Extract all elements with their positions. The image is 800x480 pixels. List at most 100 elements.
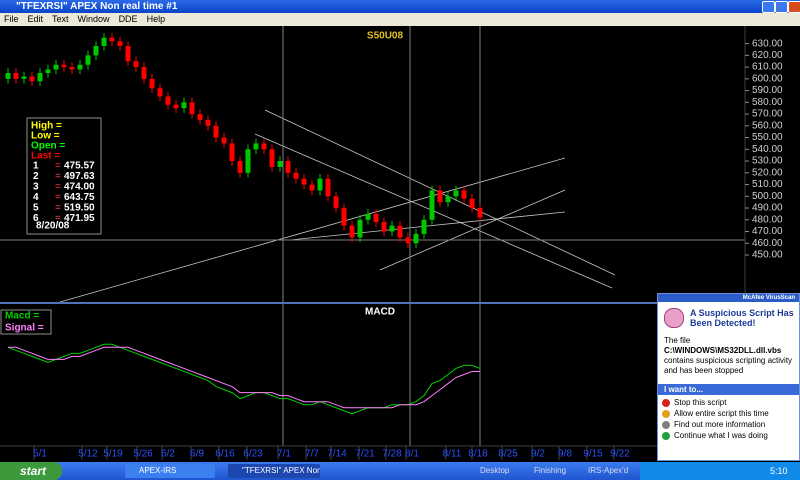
candle-body [117, 41, 123, 46]
level-equals: = [55, 203, 61, 214]
candle-body [205, 119, 211, 126]
crosshair [0, 26, 745, 446]
macd-legend [0, 309, 52, 335]
popup-title: A Suspicious Script Has Been Detected! [690, 308, 794, 328]
option-row[interactable]: Allow entire script this time [662, 408, 795, 419]
candle-body [429, 190, 435, 220]
level-equals: = [55, 161, 61, 172]
info-field: Open = [31, 141, 65, 152]
y-tick-label: 590.00 [752, 85, 783, 96]
y-tick-label: 620.00 [752, 50, 783, 61]
y-tick-label: 530.00 [752, 156, 783, 167]
info-box [26, 117, 102, 235]
candle-body [373, 213, 379, 223]
date-label: 8/1 [405, 449, 419, 460]
y-tick-label: 510.00 [752, 179, 783, 190]
chart-area: S50U08 MACD 450.00460.00470.00480.00490.… [0, 26, 800, 460]
file-path: C:\WINDOWS\MS32DLL.dll.vbs [664, 346, 782, 355]
option-link[interactable]: Allow entire script this time [674, 409, 769, 418]
date-label: 7/7 [305, 449, 319, 460]
y-tick-label: 560.00 [752, 120, 783, 131]
option-row[interactable]: Find out more information [662, 419, 795, 430]
y-tick-label: 600.00 [752, 73, 783, 84]
y-tick-label: 540.00 [752, 144, 783, 155]
level-label: 5 [33, 203, 39, 214]
candle-body [357, 219, 363, 238]
virus-alert-popup: McAfee VirusScan A Suspicious Script Has… [657, 293, 800, 461]
candle-body [445, 196, 451, 203]
candle-body [269, 149, 275, 167]
tray-item[interactable]: IRS-Apex'd [588, 466, 628, 475]
option-row[interactable]: Stop this script [662, 397, 795, 408]
popup-header: McAfee VirusScan [658, 294, 799, 302]
y-tick-label: 480.00 [752, 214, 783, 225]
level-value: 643.75 [64, 192, 95, 203]
candle-body [453, 190, 459, 197]
candle-body [349, 225, 355, 238]
candle-body [69, 67, 75, 70]
candle-body [189, 102, 195, 115]
candle-body [237, 161, 243, 173]
popup-body: The file C:\WINDOWS\MS32DLL.dll.vbs cont… [658, 330, 799, 382]
clock: 5:10 [770, 466, 788, 476]
option-row[interactable]: Continue what I was doing [662, 430, 795, 441]
info-field: Low = [31, 131, 60, 142]
candle-body [13, 72, 19, 79]
option-link[interactable]: Continue what I was doing [674, 431, 768, 440]
start-button[interactable]: start [0, 462, 62, 480]
candle-body [221, 137, 227, 144]
date-label: 6/23 [243, 449, 263, 460]
candle-body [165, 96, 171, 105]
close-button[interactable] [788, 1, 800, 13]
date-label: 8/11 [443, 449, 462, 460]
menu-item[interactable]: Help [146, 14, 166, 24]
candle-body [325, 178, 331, 197]
y-tick-label: 550.00 [752, 132, 783, 143]
option-link[interactable]: Stop this script [674, 398, 727, 407]
tray-item[interactable]: Desktop [480, 466, 510, 475]
minimize-button[interactable] [762, 1, 775, 13]
taskbar-button[interactable]: "TFEXRSI" APEX Non ... [228, 464, 320, 478]
candle-body [365, 213, 371, 220]
system-tray [640, 462, 800, 480]
candle-body [37, 72, 43, 82]
level-value: 497.63 [64, 171, 95, 182]
maximize-button[interactable] [775, 1, 788, 13]
level-equals: = [55, 182, 61, 193]
date-label: 9/8 [558, 449, 572, 460]
date-label: 5/26 [133, 449, 153, 460]
level-value: 475.57 [64, 161, 95, 172]
candle-body [133, 61, 139, 68]
tray-item[interactable]: Finishing [534, 466, 567, 475]
level-equals: = [55, 192, 61, 203]
candle-body [61, 64, 67, 68]
macd-line [7, 343, 481, 415]
y-tick-label: 520.00 [752, 167, 783, 178]
level-label: 3 [33, 182, 39, 193]
menu-item[interactable]: Window [77, 14, 110, 24]
taskbar-button[interactable]: APEX-IRS [125, 464, 215, 478]
candle-body [477, 208, 483, 218]
trend-line [289, 211, 566, 241]
y-tick-label: 460.00 [752, 238, 783, 249]
y-tick-label: 450.00 [752, 250, 783, 261]
body-text: contains suspicious scripting activity a… [664, 356, 793, 375]
option-icon [662, 398, 670, 407]
date-label: 7/14 [327, 449, 347, 460]
y-tick-label: 490.00 [752, 203, 783, 214]
candle-body [421, 219, 427, 234]
candle-body [389, 225, 395, 232]
candle-body [45, 69, 51, 73]
date-label: 8/18 [468, 449, 488, 460]
legend-entry: Macd = [5, 311, 39, 322]
level-label: 4 [33, 192, 39, 203]
menu-item[interactable]: DDE [118, 14, 138, 24]
menu-item[interactable]: Text [52, 14, 69, 24]
candle-body [317, 178, 323, 191]
menu-item[interactable]: File [4, 14, 19, 24]
option-link[interactable]: Find out more information [674, 420, 766, 429]
candle-body [461, 190, 467, 199]
candle-body [53, 64, 59, 70]
candle-body [413, 233, 419, 244]
menu-item[interactable]: Edit [27, 14, 44, 24]
